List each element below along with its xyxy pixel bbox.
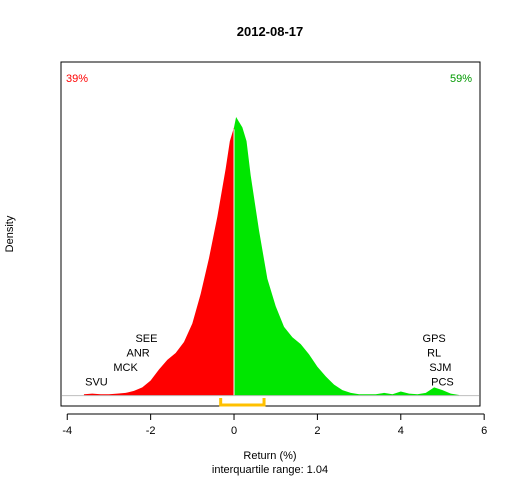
annotation-mck: MCK xyxy=(113,362,138,374)
chart-title: 2012-08-17 xyxy=(237,24,304,39)
annotation-svu: SVU xyxy=(85,376,108,388)
pct-negative-label: 39% xyxy=(66,73,88,85)
plot-area: 39% 59% SEE ANR MCK SVU GPS RL SJM PCS xyxy=(60,61,481,407)
annotation-gps: GPS xyxy=(423,333,446,345)
x-tick-label: 2 xyxy=(314,425,320,437)
x-axis-subtitle: interquartile range: 1.04 xyxy=(212,464,328,476)
annotation-anr: ANR xyxy=(127,347,150,359)
annotation-pcs: PCS xyxy=(431,376,454,388)
x-tick-label: 6 xyxy=(481,425,487,437)
x-axis-label: Return (%) xyxy=(243,450,296,462)
x-axis: -4 -2 0 2 4 6 xyxy=(62,413,487,437)
plot-frame xyxy=(60,61,481,407)
x-tick-label: 4 xyxy=(398,425,404,437)
y-axis-label: Density xyxy=(4,215,16,252)
annotation-see: SEE xyxy=(135,333,157,345)
x-tick-label: -2 xyxy=(146,425,156,437)
annotation-sjm: SJM xyxy=(429,362,451,374)
x-tick-label: -4 xyxy=(62,425,72,437)
x-tick-label: 0 xyxy=(231,425,237,437)
annotations: SEE ANR MCK SVU GPS RL SJM PCS xyxy=(85,333,454,388)
annotation-rl: RL xyxy=(427,347,441,359)
negative-density-area xyxy=(83,127,235,396)
iqr-bracket xyxy=(219,398,266,407)
pct-positive-label: 59% xyxy=(450,73,472,85)
positive-density-area xyxy=(234,117,460,396)
